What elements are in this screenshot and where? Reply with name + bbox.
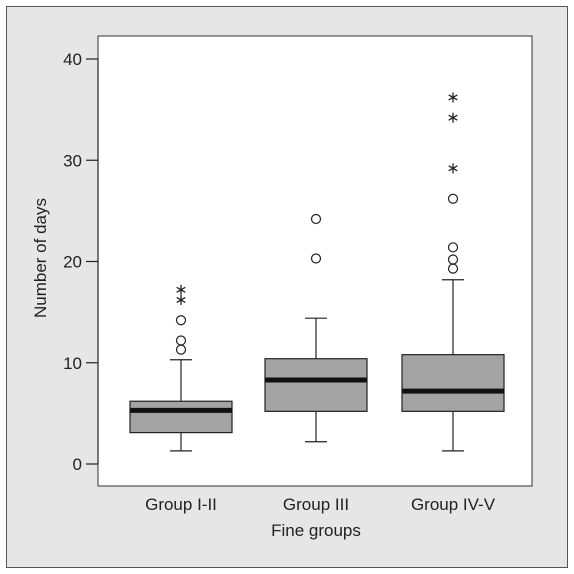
y-tick-label: 30	[63, 151, 82, 170]
y-tick-label: 40	[63, 50, 82, 69]
x-axis: Group I-II Group III Group IV-V	[145, 495, 496, 514]
outlier-star	[176, 294, 186, 305]
y-axis: 0 10 20 30 40	[63, 50, 99, 474]
outlier-star	[176, 284, 186, 295]
star-stroke	[176, 286, 186, 293]
outlier-star	[448, 112, 458, 123]
outlier-star	[448, 163, 458, 174]
box	[401, 354, 505, 412]
star-stroke	[448, 114, 458, 121]
outlier-circle	[175, 335, 187, 346]
x-tick-label: Group IV-V	[411, 495, 496, 514]
outlier-star	[448, 92, 458, 103]
star-stroke	[448, 94, 458, 101]
star-stroke	[448, 165, 458, 172]
outlier-circle	[310, 253, 322, 264]
y-axis-title: Number of days	[31, 198, 50, 318]
outlier-circle	[310, 213, 322, 225]
x-axis-title: Fine groups	[271, 521, 361, 540]
x-tick-label: Group III	[283, 495, 349, 514]
box-series	[129, 92, 505, 452]
star-stroke	[176, 296, 186, 304]
outlier-circle	[175, 315, 187, 326]
box-group	[129, 284, 233, 452]
x-tick-label: Group I-II	[145, 495, 217, 514]
box-group	[264, 213, 368, 443]
y-tick-label: 10	[63, 354, 82, 373]
outlier-circle	[447, 193, 459, 204]
outlier-circle	[447, 254, 459, 265]
y-tick-label: 0	[73, 455, 82, 474]
box	[264, 358, 368, 412]
y-tick-label: 20	[63, 253, 82, 272]
box-group	[401, 92, 505, 452]
outlier-circle	[447, 242, 459, 253]
box	[129, 400, 233, 434]
